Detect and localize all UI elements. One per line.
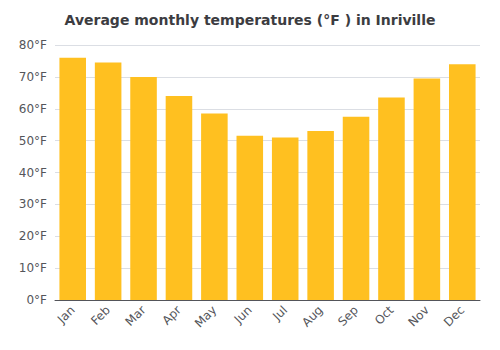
svg-text:30°F: 30°F	[19, 197, 47, 211]
svg-text:Feb: Feb	[88, 303, 113, 328]
svg-text:10°F: 10°F	[19, 261, 47, 275]
svg-text:Mar: Mar	[123, 303, 149, 329]
svg-text:Nov: Nov	[405, 303, 431, 329]
svg-text:Oct: Oct	[372, 303, 397, 328]
svg-text:May: May	[192, 303, 219, 330]
svg-text:40°F: 40°F	[19, 166, 47, 180]
svg-text:Average monthly temperatures (: Average monthly temperatures (°F ) in In…	[65, 12, 436, 28]
svg-text:20°F: 20°F	[19, 229, 47, 243]
svg-text:60°F: 60°F	[19, 102, 47, 116]
svg-text:Jul: Jul	[269, 303, 290, 324]
svg-text:Sep: Sep	[335, 303, 361, 329]
svg-text:Aug: Aug	[299, 303, 325, 329]
svg-text:Jun: Jun	[231, 303, 255, 327]
svg-text:80°F: 80°F	[19, 38, 47, 52]
svg-text:Apr: Apr	[159, 303, 184, 328]
svg-text:Jan: Jan	[54, 303, 78, 327]
svg-text:70°F: 70°F	[19, 70, 47, 84]
svg-text:0°F: 0°F	[26, 293, 47, 307]
svg-text:50°F: 50°F	[19, 134, 47, 148]
svg-text:Dec: Dec	[441, 303, 467, 329]
